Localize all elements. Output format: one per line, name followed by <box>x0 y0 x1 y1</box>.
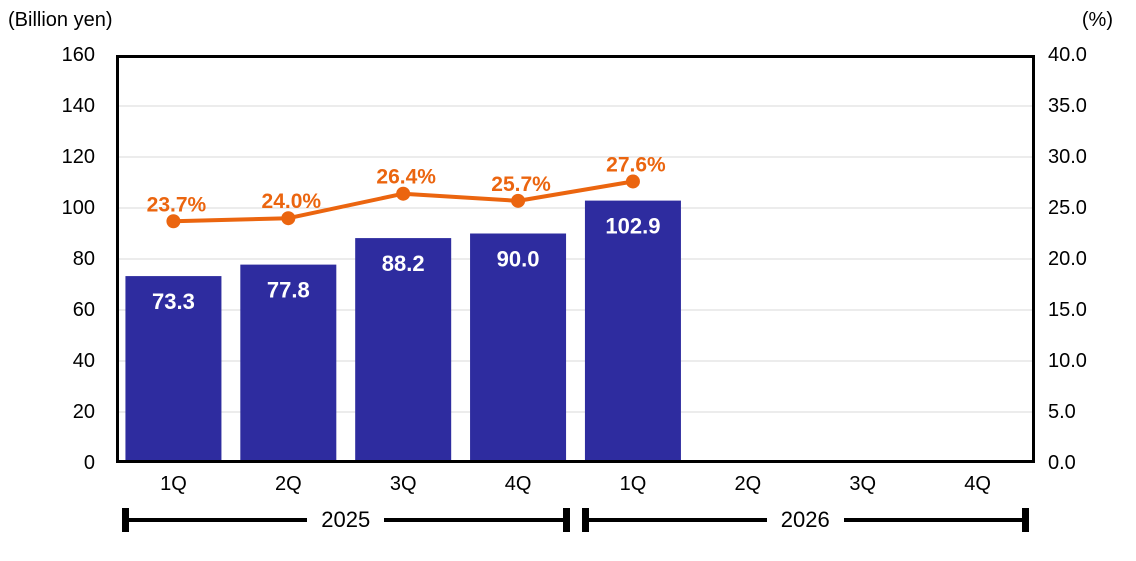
right-axis-tick: 15.0 <box>1048 299 1087 321</box>
plot-svg: 73.3 77.8 88.2 90.0 102.9 23.7% 24.0% 26.4% 25.7… <box>116 55 1035 464</box>
line-marker <box>166 214 181 229</box>
bracket-cap <box>122 508 129 532</box>
bracket-line <box>129 518 308 522</box>
bracket-cap <box>1022 508 1030 532</box>
bar <box>240 264 337 463</box>
left-axis-tick: 0 <box>83 452 95 474</box>
bar-value-label: 73.3 <box>152 289 195 314</box>
bar <box>355 238 452 463</box>
left-axis-tick: 100 <box>61 197 95 219</box>
x-axis-label: 4Q <box>964 473 991 495</box>
right-axis-tick: 5.0 <box>1048 401 1076 423</box>
left-axis-tick: 20 <box>72 401 95 423</box>
plot-border <box>116 55 1035 463</box>
bar <box>584 200 681 464</box>
bracket-line <box>588 518 767 522</box>
right-axis-tick: 20.0 <box>1048 248 1087 270</box>
line-value-label: 26.4% <box>376 166 436 189</box>
year-label: 2026 <box>780 507 830 532</box>
line-marker <box>396 186 411 201</box>
x-axis-label: 2Q <box>734 473 762 495</box>
line-value-label: 27.6% <box>606 153 666 176</box>
left-axis-title: (Billion yen) <box>8 9 113 31</box>
x-axis-label: 3Q <box>389 473 417 495</box>
left-axis-tick: 140 <box>61 95 95 117</box>
bar <box>125 276 222 463</box>
left-axis-tick: 80 <box>72 248 95 270</box>
bracket-line <box>843 518 1023 522</box>
line-value-label: 23.7% <box>147 193 207 216</box>
left-axis-tick: 160 <box>61 44 95 66</box>
x-axis-label: 1Q <box>160 473 187 495</box>
left-axis-tick: 120 <box>61 146 95 168</box>
x-axis-label: 3Q <box>849 473 877 495</box>
line-value-label: 24.0% <box>262 190 322 213</box>
bar-value-label: 88.2 <box>382 251 425 276</box>
year-label: 2025 <box>321 507 371 532</box>
line-marker <box>625 174 640 189</box>
line-marker <box>281 211 296 226</box>
year-bracket: 2025 <box>122 508 570 532</box>
bar-value-label: 102.9 <box>605 214 660 239</box>
line-value-label: 25.7% <box>491 173 551 196</box>
bar-value-label: 77.8 <box>267 278 310 303</box>
x-axis-label: 1Q <box>619 473 647 495</box>
x-axis-label: 2Q <box>274 473 302 495</box>
right-axis-tick: 0.0 <box>1048 452 1076 474</box>
right-axis-tick: 25.0 <box>1048 197 1087 219</box>
left-axis-tick: 60 <box>72 299 95 321</box>
line-marker <box>511 193 526 208</box>
right-axis-tick: 40.0 <box>1048 44 1087 66</box>
plot-area: 73.3 77.8 88.2 90.0 102.9 23.7% 24.0% 26.4% 25.7… <box>116 55 1035 464</box>
bar <box>470 233 567 463</box>
bracket-cap <box>562 508 570 532</box>
right-axis-tick: 30.0 <box>1048 146 1087 168</box>
bar-value-label: 90.0 <box>497 247 540 272</box>
year-bracket: 2026 <box>581 507 1030 532</box>
x-axis-label: 4Q <box>504 473 532 495</box>
right-axis-tick: 10.0 <box>1048 350 1087 372</box>
bracket-line <box>384 518 563 522</box>
bracket-cap <box>581 508 589 532</box>
left-axis-tick: 40 <box>72 350 95 372</box>
right-axis-title: (%) <box>1081 9 1113 31</box>
right-axis-tick: 35.0 <box>1048 95 1087 117</box>
